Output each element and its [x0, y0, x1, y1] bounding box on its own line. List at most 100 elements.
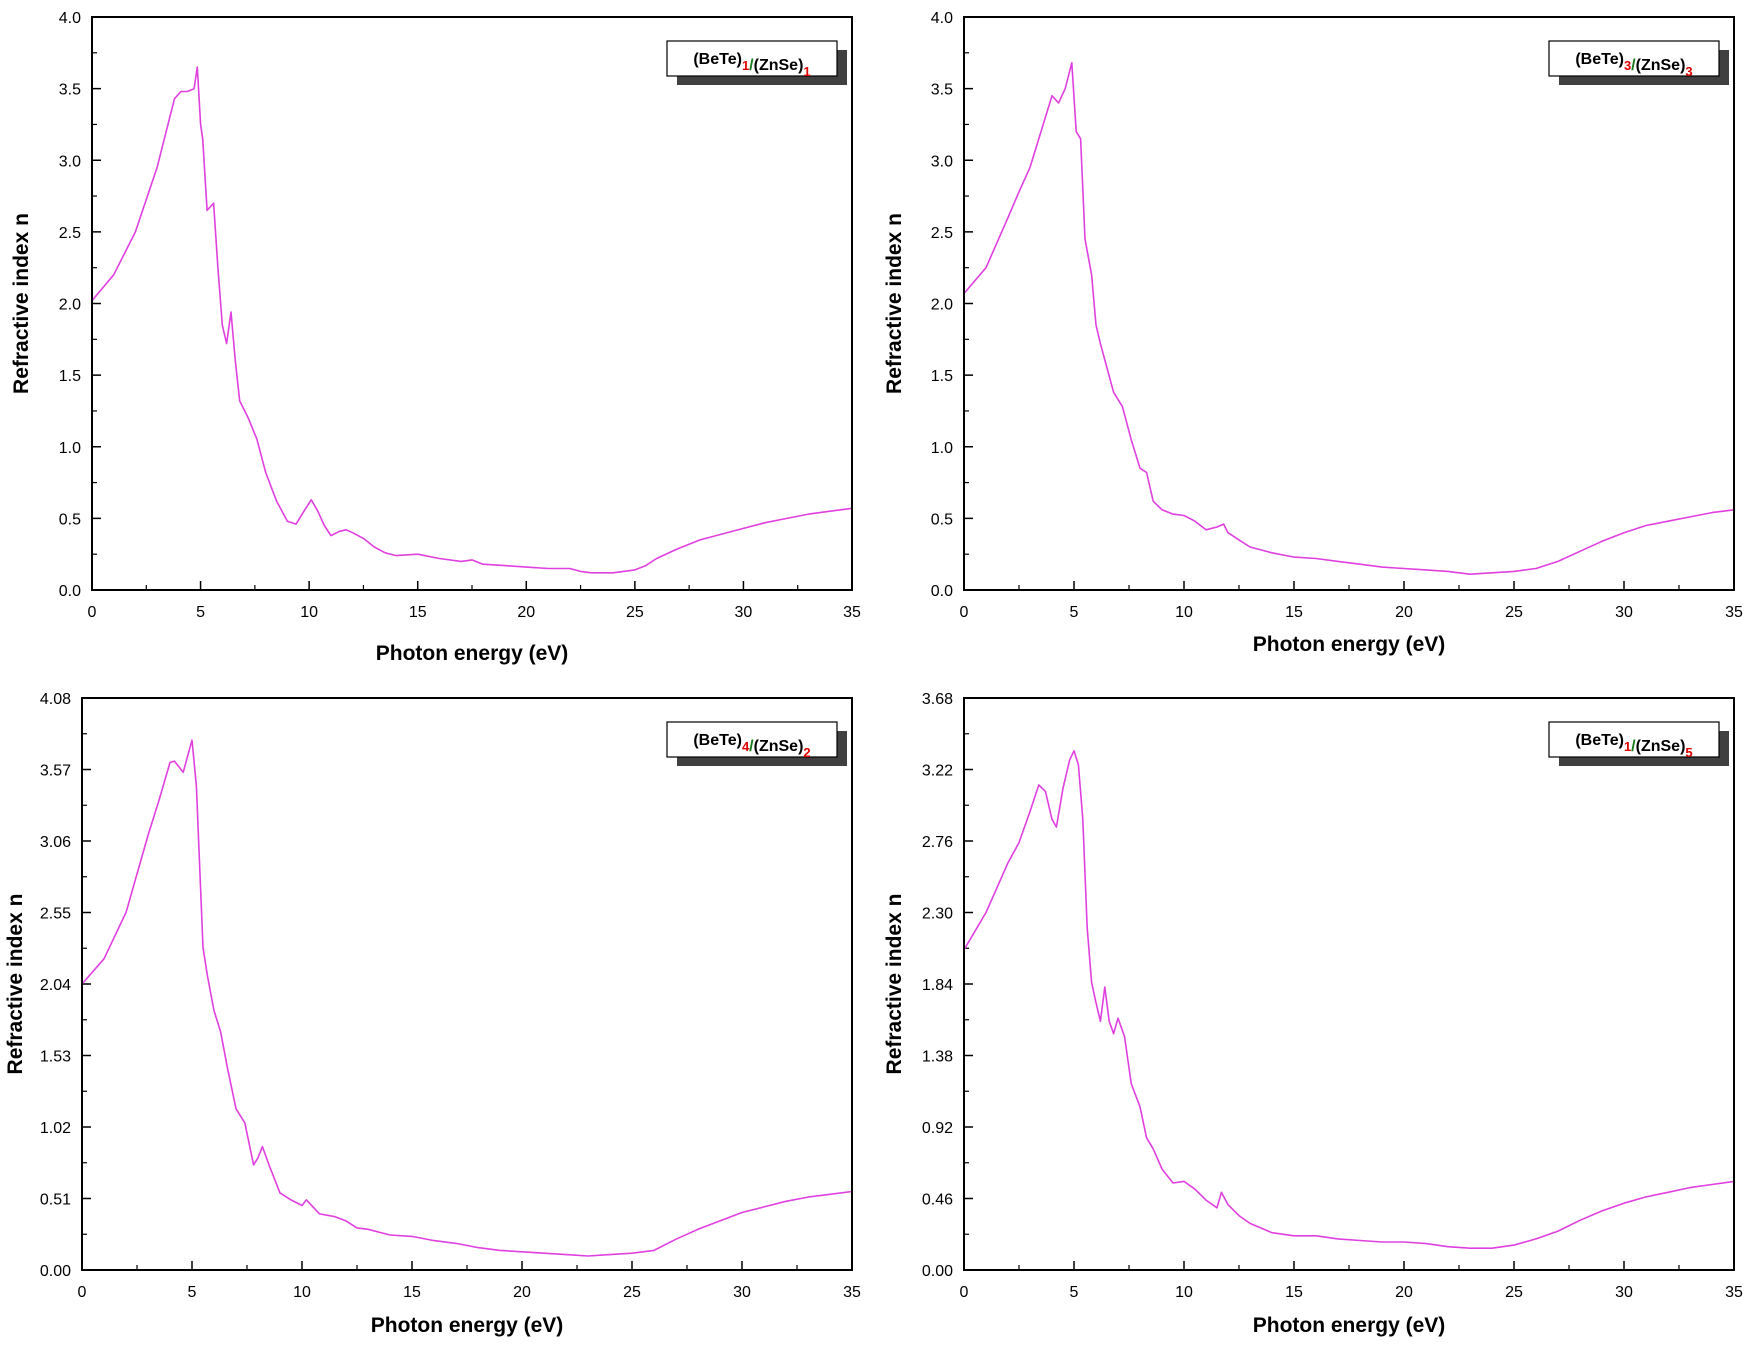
- x-axis-title: Photon energy (eV): [371, 1314, 564, 1337]
- legend: (BeTe)1/(ZnSe)1: [666, 40, 847, 85]
- y-tick-label: 0.5: [931, 511, 953, 528]
- y-tick-label: 0.00: [922, 1263, 953, 1280]
- y-tick-label: 1.0: [59, 440, 81, 457]
- x-axis-title: Photon energy (eV): [1253, 633, 1446, 656]
- y-tick-label: 3.5: [59, 82, 81, 99]
- x-tick-label: 20: [517, 604, 535, 621]
- x-tick-label: 15: [403, 1284, 421, 1301]
- legend-subscript: 1: [742, 58, 749, 73]
- x-tick-label: 0: [960, 604, 969, 621]
- plot-frame: [963, 16, 1735, 591]
- y-tick-label: 0.00: [40, 1263, 71, 1280]
- y-tick-label: 3.0: [931, 153, 953, 170]
- y-tick-label: 2.5: [931, 225, 953, 242]
- legend-label: (BeTe)4/(ZnSe)2: [693, 732, 810, 760]
- chart-panel-1: 0 5 10 15 20 25 30 35 0.0 0.5 1.0 1.5 2.0 2.5 3.0 3.5 4.…: [10, 10, 861, 665]
- chart-panel-3: 0 5 10 15 20 25 30 35 0.00 0.51 1.02 1.53 2.04 2.55 3.…: [4, 691, 861, 1337]
- legend-box: [666, 40, 838, 77]
- y-tick-label: 2.04: [40, 977, 71, 994]
- x-tick-label: 30: [735, 604, 753, 621]
- x-tick-label: 10: [1175, 604, 1193, 621]
- x-tick-label: 10: [300, 604, 318, 621]
- y-tick-label: 3.22: [922, 763, 953, 780]
- y-tick-label: 1.5: [931, 368, 953, 385]
- legend-box: [1548, 40, 1720, 77]
- legend-label-part: (ZnSe): [754, 57, 804, 74]
- chart-panel-4: 0 5 10 15 20 25 30 350.000.460.921.381.842.302.…: [883, 691, 1743, 1337]
- series-line: [963, 749, 1735, 1249]
- legend-label: (BeTe)3/(ZnSe)3: [1575, 51, 1692, 79]
- plot-frame: [963, 697, 1735, 1271]
- y-tick-label: 4.0: [931, 10, 953, 27]
- y-tick-label: 3.0: [59, 153, 81, 170]
- legend-label-part: /: [749, 57, 754, 74]
- y-tick-label: 3.06: [40, 834, 71, 851]
- y-tick-label: 3.5: [931, 82, 953, 99]
- legend-label-part: /: [1631, 738, 1636, 755]
- x-axis-title: Photon energy (eV): [1253, 1314, 1446, 1337]
- x-tick-label: 35: [1725, 1284, 1743, 1301]
- x-tick-label: 20: [513, 1284, 531, 1301]
- series-line: [963, 61, 1735, 576]
- series-line: [91, 66, 853, 574]
- y-tick-label: 0.46: [922, 1192, 953, 1209]
- y-tick-label: 4.0: [59, 10, 81, 27]
- legend-subscript: 5: [1685, 745, 1692, 760]
- plot-frame: [91, 16, 853, 591]
- legend-subscript: 1: [803, 64, 810, 79]
- legend-subscript: 4: [742, 739, 750, 754]
- y-tick-label: 1.02: [40, 1120, 71, 1137]
- legend-label-part: (BeTe): [1575, 51, 1624, 68]
- x-tick-label: 35: [843, 604, 861, 621]
- legend: (BeTe)1/(ZnSe)5: [1548, 721, 1729, 766]
- y-tick-label: 0.0: [59, 583, 81, 600]
- x-tick-label: 30: [733, 1284, 751, 1301]
- legend-box: [1548, 721, 1720, 758]
- y-axis-title: Refractive index n: [883, 213, 906, 394]
- y-tick-label: 1.38: [922, 1049, 953, 1066]
- x-tick-label: 0: [78, 1284, 87, 1301]
- x-tick-label: 10: [293, 1284, 311, 1301]
- x-tick-label: 25: [1505, 604, 1523, 621]
- x-tick-label: 25: [626, 604, 644, 621]
- x-tick-label: 20: [1395, 604, 1413, 621]
- y-tick-label: 3.57: [40, 763, 71, 780]
- x-tick-label: 20: [1395, 1284, 1413, 1301]
- legend-label-part: (ZnSe): [754, 738, 804, 755]
- legend-subscript: 3: [1685, 64, 1692, 79]
- x-axis-title: Photon energy (eV): [376, 642, 569, 665]
- y-tick-label: 2.0: [59, 297, 81, 314]
- x-tick-label: 30: [1615, 604, 1633, 621]
- legend-subscript: 2: [803, 745, 810, 760]
- x-tick-label: 0: [960, 1284, 969, 1301]
- y-tick-label: 2.55: [40, 906, 71, 923]
- y-tick-label: 1.53: [40, 1049, 71, 1066]
- x-tick-label: 25: [1505, 1284, 1523, 1301]
- legend: (BeTe)3/(ZnSe)3: [1548, 40, 1729, 85]
- y-axis-title: Refractive index n: [10, 213, 33, 394]
- legend-label-part: /: [749, 738, 754, 755]
- x-tick-label: 15: [1285, 1284, 1303, 1301]
- legend: (BeTe)4/(ZnSe)2: [666, 721, 847, 766]
- x-tick-label: 30: [1615, 1284, 1633, 1301]
- legend-label-part: (BeTe): [693, 732, 742, 749]
- chart-panel-2: 0 5 10 15 20 25 30 35 0.0 0.5 1.0 1.5 2.0 2.5 3.0 3.5 4.…: [883, 10, 1743, 656]
- legend-label-part: (BeTe): [1575, 732, 1624, 749]
- legend-label-part: (ZnSe): [1636, 738, 1686, 755]
- series-line: [81, 739, 853, 1257]
- y-tick-label: 1.5: [59, 368, 81, 385]
- x-tick-label: 5: [196, 604, 205, 621]
- legend-subscript: 1: [1624, 739, 1631, 754]
- y-tick-label: 0.51: [40, 1192, 71, 1209]
- x-tick-label: 5: [1070, 604, 1079, 621]
- legend-label-part: /: [1631, 57, 1636, 74]
- legend-subscript: 3: [1624, 58, 1631, 73]
- legend-label: (BeTe)1/(ZnSe)1: [693, 51, 810, 79]
- y-tick-label: 2.30: [922, 906, 953, 923]
- legend-label-part: (BeTe): [693, 51, 742, 68]
- y-tick-label: 2.0: [931, 297, 953, 314]
- x-tick-label: 5: [188, 1284, 197, 1301]
- y-tick-label: 0.5: [59, 511, 81, 528]
- x-tick-label: 10: [1175, 1284, 1193, 1301]
- y-tick-label: 3.68: [922, 691, 953, 708]
